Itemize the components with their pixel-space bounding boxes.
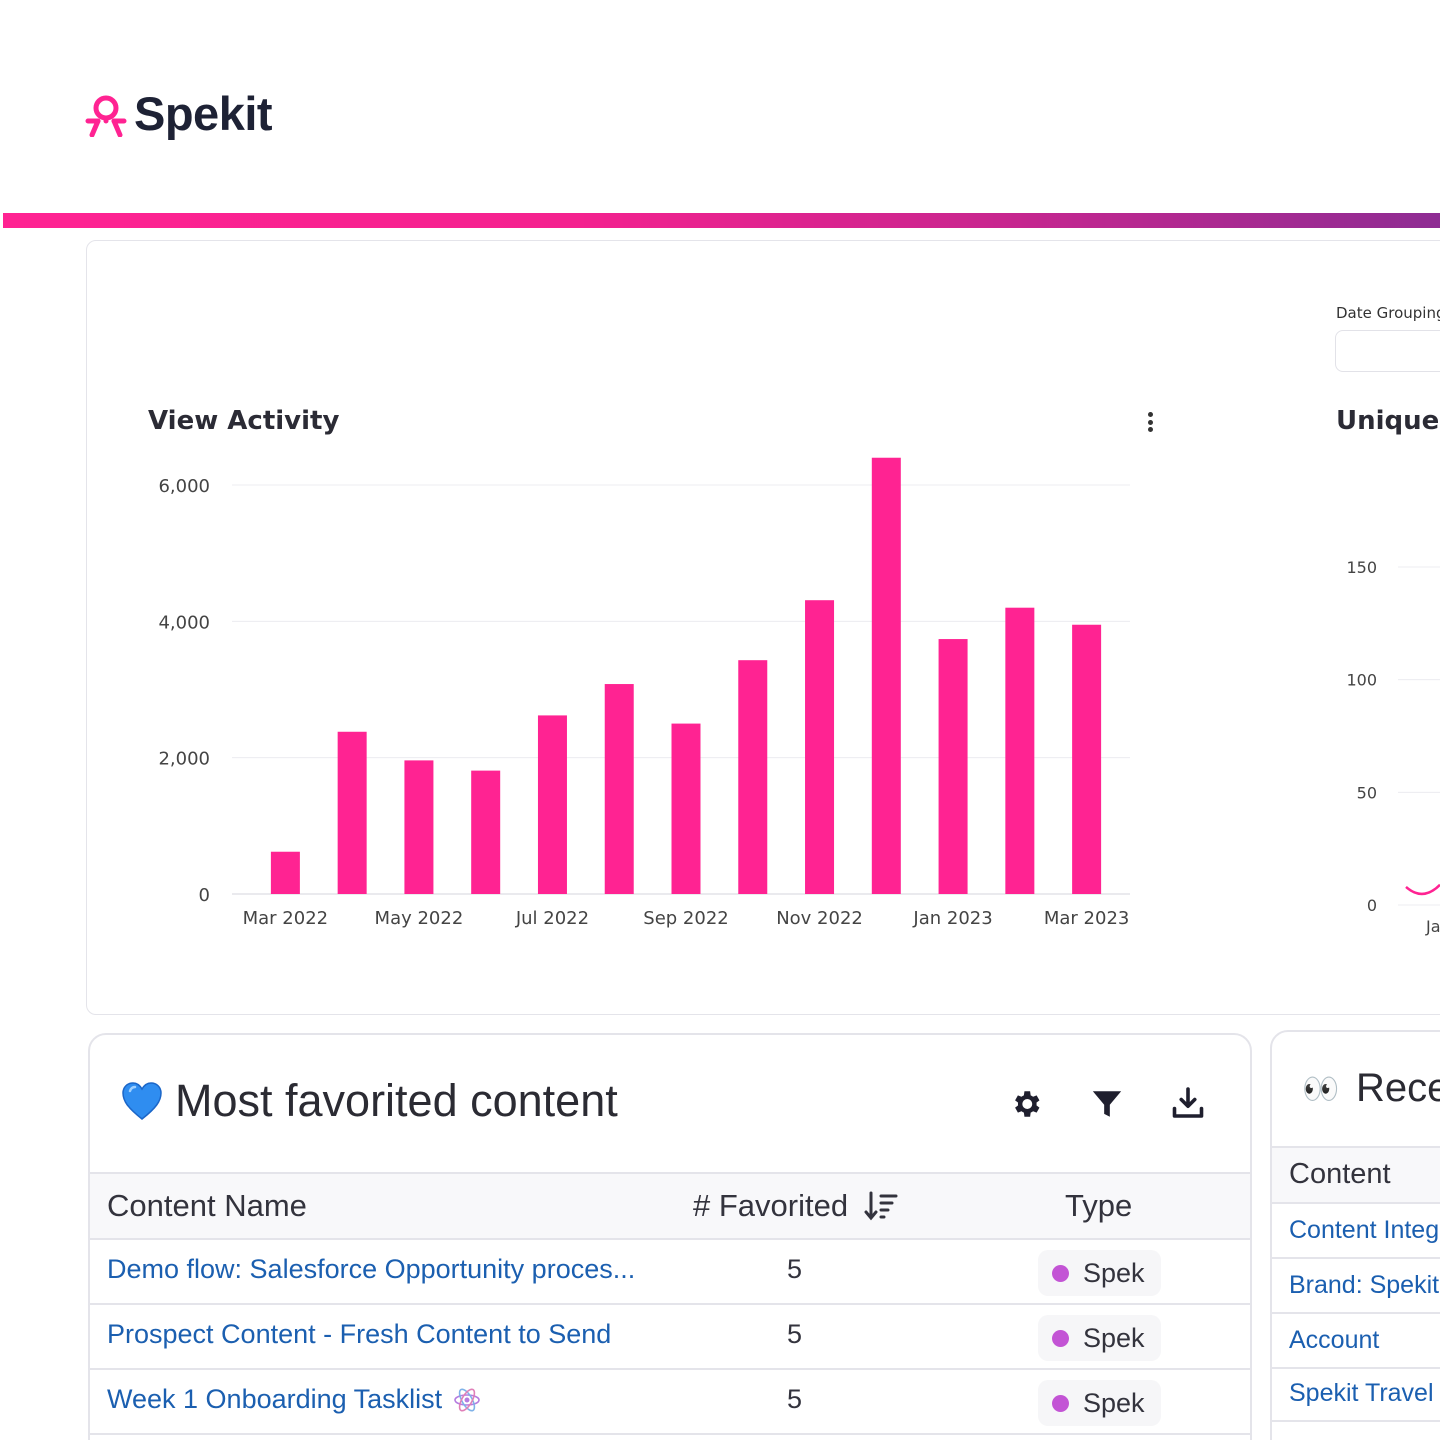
date-grouping-select[interactable]: [1335, 330, 1440, 372]
type-badge: Spek: [1038, 1380, 1161, 1426]
list-item[interactable]: Content Integ: [1272, 1204, 1440, 1259]
y-tick-label: 2,000: [158, 749, 210, 770]
y-tick-label: 150: [1346, 558, 1377, 577]
y-tick-label: 0: [1367, 896, 1377, 915]
favorites-table-header: Content Name # Favorited Type: [90, 1172, 1250, 1240]
favorites-header: Most favorited content: [90, 1035, 1250, 1172]
bar[interactable]: [738, 660, 768, 894]
x-tick-label: Mar 2022: [243, 908, 329, 929]
date-grouping-label: Date Grouping: [1336, 304, 1440, 322]
x-tick-label: Mar 2023: [1044, 908, 1130, 929]
kebab-menu-icon[interactable]: [1140, 410, 1160, 434]
recent-item-label: Account: [1289, 1326, 1380, 1354]
x-tick-label: Sep 2022: [643, 908, 728, 929]
favorites-title: Most favorited content: [175, 1075, 618, 1126]
favorited-count: 5: [787, 1319, 803, 1349]
recent-table-header: Content: [1272, 1146, 1440, 1204]
unique-chart-title: Unique: [1336, 406, 1440, 436]
sort-descending-icon[interactable]: [864, 1191, 898, 1221]
column-content-name[interactable]: Content Name: [107, 1188, 307, 1223]
spekit-logo[interactable]: Spekit: [84, 86, 273, 141]
type-badge: Spek: [1038, 1250, 1161, 1296]
bar[interactable]: [337, 731, 367, 894]
bar[interactable]: [1072, 624, 1102, 894]
bar[interactable]: [471, 770, 501, 894]
brand-name: Spekit: [134, 87, 273, 140]
table-row: Week 1 Onboarding Tasklist 5 Spek: [90, 1370, 1250, 1435]
download-icon[interactable]: [1168, 1084, 1208, 1124]
list-item[interactable]: Spekit Travel: [1272, 1367, 1440, 1422]
content-link[interactable]: Demo flow: Salesforce Opportunity proces…: [107, 1254, 635, 1285]
most-favorited-card: Most favorited content Content Name # Fa…: [88, 1033, 1252, 1440]
bar[interactable]: [404, 760, 434, 894]
x-tick-label: May 2022: [375, 908, 464, 929]
spekit-logo-icon: [85, 95, 127, 137]
type-label: Spek: [1083, 1257, 1145, 1288]
y-tick-label: 6,000: [158, 476, 210, 497]
favorites-table: Content Name # Favorited Type Demo flow:…: [90, 1172, 1250, 1435]
favorited-count: 5: [787, 1254, 803, 1284]
x-tick-label: Jan 2023: [912, 908, 992, 929]
favorited-count: 5: [787, 1384, 803, 1414]
gear-icon[interactable]: [1006, 1084, 1046, 1124]
view-activity-title: View Activity: [148, 406, 340, 436]
blue-heart-icon: [122, 1082, 162, 1120]
content-link[interactable]: Week 1 Onboarding Tasklist: [107, 1384, 482, 1415]
content-link[interactable]: Prospect Content - Fresh Content to Send: [107, 1319, 611, 1350]
recent-item-label: Brand: Spekit: [1289, 1271, 1440, 1299]
type-dot-icon: [1052, 1329, 1069, 1347]
list-item[interactable]: Account: [1272, 1314, 1440, 1369]
series-line: [1405, 883, 1440, 896]
view-activity-chart: 0 2,000 4,000 6,000 Mar 2022 May 2022 Jul 2022…: [158, 457, 1130, 929]
type-label: Spek: [1083, 1387, 1145, 1418]
recent-content-card: 👀 Rece Content Content Integ Brand: Spek…: [1270, 1030, 1440, 1440]
table-row: Demo flow: Salesforce Opportunity proces…: [90, 1240, 1250, 1305]
type-label: Spek: [1083, 1322, 1145, 1353]
bar[interactable]: [938, 639, 968, 894]
brand-gradient-bar: [3, 213, 1440, 228]
bar[interactable]: [604, 684, 634, 894]
content-name: Demo flow: Salesforce Opportunity proces…: [107, 1254, 636, 1284]
content-name: Prospect Content - Fresh Content to Send: [107, 1319, 612, 1349]
y-tick-label: 50: [1357, 783, 1377, 802]
recent-item-label: Content Integ: [1289, 1216, 1440, 1244]
bar[interactable]: [871, 457, 901, 894]
x-tick-label: Nov 2022: [776, 908, 863, 929]
content-name: Week 1 Onboarding Tasklist: [107, 1384, 443, 1414]
type-badge: Spek: [1038, 1315, 1161, 1361]
bar[interactable]: [1005, 607, 1035, 894]
filter-icon[interactable]: [1087, 1084, 1127, 1124]
bar[interactable]: [537, 715, 567, 894]
column-type[interactable]: Type: [1065, 1188, 1133, 1223]
y-tick-label: 100: [1346, 671, 1377, 690]
type-dot-icon: [1052, 1264, 1069, 1282]
bar[interactable]: [805, 600, 835, 894]
atom-sparkle-icon: [454, 1388, 480, 1411]
column-favorited-label: # Favorited: [693, 1188, 849, 1223]
recent-item-label: Spekit Travel: [1289, 1379, 1434, 1407]
x-tick-label: Jul 2022: [515, 908, 589, 929]
x-tick-label: Ja: [1425, 917, 1440, 936]
recent-title: Rece: [1356, 1066, 1440, 1110]
y-tick-label: 0: [199, 885, 210, 906]
column-content[interactable]: Content: [1289, 1158, 1391, 1190]
bar[interactable]: [671, 723, 701, 894]
table-row: Prospect Content - Fresh Content to Send…: [90, 1305, 1250, 1370]
list-item[interactable]: Brand: Spekit: [1272, 1259, 1440, 1314]
bar[interactable]: [270, 851, 300, 894]
y-tick-label: 4,000: [158, 612, 210, 633]
eyes-icon: 👀: [1302, 1072, 1340, 1107]
column-favorited[interactable]: # Favorited: [693, 1188, 898, 1224]
type-dot-icon: [1052, 1394, 1069, 1412]
unique-chart: 0 50 100 150 Ja: [1346, 558, 1440, 936]
